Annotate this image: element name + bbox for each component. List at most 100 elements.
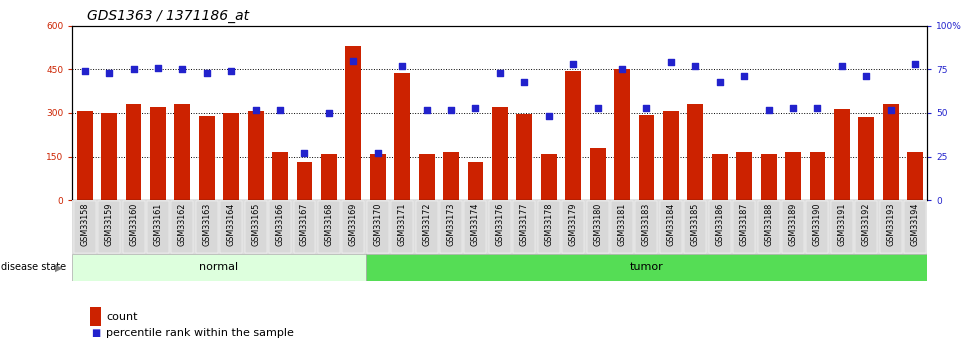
Text: disease state: disease state <box>1 263 66 272</box>
Text: GSM33179: GSM33179 <box>569 203 578 246</box>
FancyBboxPatch shape <box>611 201 633 253</box>
Text: GSM33185: GSM33185 <box>691 203 699 246</box>
Bar <box>639 115 654 200</box>
Point <box>223 68 239 74</box>
Point <box>565 61 581 67</box>
FancyBboxPatch shape <box>709 201 730 253</box>
Point <box>419 107 435 112</box>
Bar <box>541 154 556 200</box>
Point <box>541 114 556 119</box>
Bar <box>72 254 365 281</box>
Point <box>77 68 93 74</box>
FancyBboxPatch shape <box>342 201 364 253</box>
FancyBboxPatch shape <box>904 201 926 253</box>
FancyBboxPatch shape <box>99 201 120 253</box>
FancyBboxPatch shape <box>782 201 804 253</box>
FancyBboxPatch shape <box>660 201 682 253</box>
Bar <box>365 254 927 281</box>
Text: GSM33190: GSM33190 <box>813 203 822 246</box>
Text: GSM33174: GSM33174 <box>471 203 480 246</box>
Text: GSM33177: GSM33177 <box>520 203 528 246</box>
Bar <box>175 104 190 200</box>
Text: GSM33166: GSM33166 <box>275 203 285 246</box>
FancyBboxPatch shape <box>220 201 242 253</box>
Point <box>151 65 166 70</box>
FancyBboxPatch shape <box>636 201 658 253</box>
Point <box>614 67 630 72</box>
Text: GSM33168: GSM33168 <box>325 203 333 246</box>
Text: GSM33163: GSM33163 <box>202 203 212 246</box>
Bar <box>785 152 801 200</box>
Text: GSM33189: GSM33189 <box>788 203 798 246</box>
Text: GSM33164: GSM33164 <box>227 203 236 246</box>
Point <box>883 107 898 112</box>
Bar <box>736 152 753 200</box>
Point <box>493 70 508 76</box>
Text: GSM33193: GSM33193 <box>886 203 895 246</box>
Bar <box>663 111 679 200</box>
Text: GDS1363 / 1371186_at: GDS1363 / 1371186_at <box>87 9 249 23</box>
Text: GSM33170: GSM33170 <box>373 203 383 246</box>
FancyBboxPatch shape <box>855 201 877 253</box>
Point <box>907 61 923 67</box>
Text: GSM33187: GSM33187 <box>740 203 749 246</box>
Text: GSM33184: GSM33184 <box>667 203 675 246</box>
Point <box>321 110 337 116</box>
Bar <box>126 104 141 200</box>
Bar <box>247 111 264 200</box>
Bar <box>443 152 459 200</box>
Text: GSM33167: GSM33167 <box>300 203 309 246</box>
Text: GSM33191: GSM33191 <box>838 203 846 246</box>
Bar <box>321 154 337 200</box>
Point <box>835 63 850 69</box>
Text: GSM33180: GSM33180 <box>593 203 602 246</box>
FancyBboxPatch shape <box>489 201 511 253</box>
Bar <box>883 104 898 200</box>
Bar <box>76 111 93 200</box>
Bar <box>614 69 630 200</box>
Point <box>175 67 190 72</box>
FancyBboxPatch shape <box>440 201 462 253</box>
Point <box>468 105 483 110</box>
FancyBboxPatch shape <box>391 201 413 253</box>
FancyBboxPatch shape <box>244 201 267 253</box>
Bar <box>370 154 385 200</box>
Bar <box>859 117 874 200</box>
Bar <box>907 152 923 200</box>
Bar <box>199 117 214 200</box>
Point <box>297 150 312 156</box>
Text: ■: ■ <box>91 328 100 338</box>
Bar <box>101 113 117 200</box>
FancyBboxPatch shape <box>757 201 780 253</box>
Text: count: count <box>106 312 138 322</box>
FancyBboxPatch shape <box>807 201 829 253</box>
Bar <box>272 152 288 200</box>
Point <box>761 107 777 112</box>
Point <box>101 70 117 76</box>
Point <box>736 73 752 79</box>
Text: GSM33172: GSM33172 <box>422 203 431 246</box>
Point <box>810 105 825 110</box>
Point <box>517 79 532 85</box>
FancyBboxPatch shape <box>831 201 853 253</box>
Point <box>639 105 654 110</box>
Point <box>346 58 361 63</box>
Text: GSM33161: GSM33161 <box>154 203 162 246</box>
Bar <box>834 109 850 200</box>
FancyBboxPatch shape <box>465 201 487 253</box>
Text: GSM33169: GSM33169 <box>349 203 357 246</box>
Text: GSM33194: GSM33194 <box>911 203 920 246</box>
Text: GSM33192: GSM33192 <box>862 203 870 246</box>
Point <box>394 63 410 69</box>
FancyBboxPatch shape <box>318 201 340 253</box>
Point <box>590 105 606 110</box>
Text: normal: normal <box>199 263 239 272</box>
Text: GSM33181: GSM33181 <box>617 203 627 246</box>
FancyBboxPatch shape <box>880 201 901 253</box>
Text: GSM33162: GSM33162 <box>178 203 186 246</box>
FancyBboxPatch shape <box>538 201 559 253</box>
Text: tumor: tumor <box>630 263 664 272</box>
Bar <box>760 154 777 200</box>
FancyBboxPatch shape <box>415 201 438 253</box>
Point <box>272 107 288 112</box>
